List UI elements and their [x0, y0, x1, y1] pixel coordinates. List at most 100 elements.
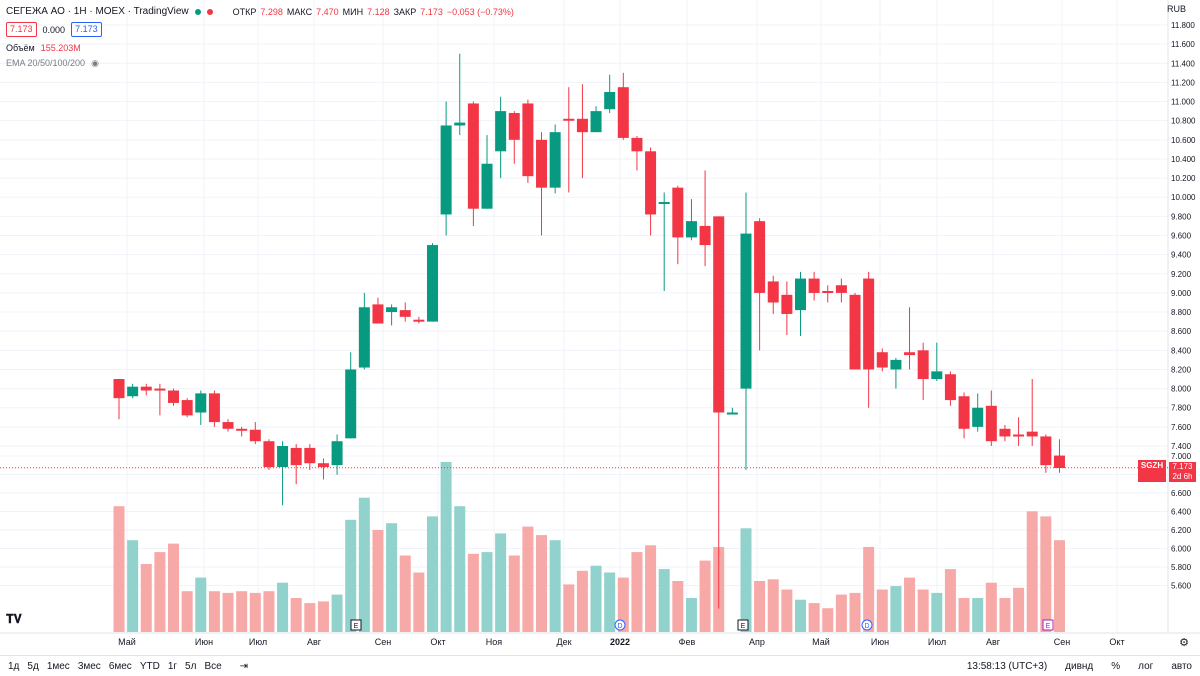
- ema-indicator-label[interactable]: EMA 20/50/100/200: [6, 57, 86, 68]
- y-axis-label: 6.000: [1171, 545, 1192, 554]
- range-6m[interactable]: 6мес: [108, 660, 132, 672]
- candle-body: [277, 446, 289, 468]
- toggle-percent[interactable]: %: [1111, 660, 1121, 672]
- volume-bar: [958, 598, 970, 632]
- volume-bar: [876, 589, 888, 632]
- settings-gear-icon[interactable]: ⚙: [1179, 636, 1189, 649]
- candle-body: [563, 118, 575, 121]
- x-axis-label: Июн: [871, 637, 889, 647]
- y-axis-label: 7.000: [1171, 452, 1192, 461]
- volume-bar: [358, 497, 370, 632]
- bottom-toolbar: 1д 5д 1мес 3мес 6мес YTD 1г 5л Все ⇥ 13:…: [0, 655, 1200, 676]
- range-3m[interactable]: 3мес: [77, 660, 101, 672]
- range-1d[interactable]: 1д: [8, 660, 20, 672]
- volume-bar: [999, 598, 1011, 632]
- range-all[interactable]: Все: [204, 660, 222, 672]
- x-axis-label: Ноя: [486, 637, 503, 647]
- candle-body: [590, 111, 602, 133]
- volume-bar: [631, 552, 643, 632]
- candle-body: [795, 278, 806, 311]
- range-1y[interactable]: 1г: [167, 660, 178, 672]
- volume-bar: [699, 560, 711, 632]
- volume-bar: [767, 579, 779, 632]
- candle-body: [808, 278, 820, 293]
- clock-time[interactable]: 13:58:13 (UTC+3): [966, 660, 1048, 672]
- bid-box[interactable]: 7.173: [6, 22, 37, 37]
- volume-bar: [467, 553, 479, 632]
- symbol-title[interactable]: СЕГЕЖА АО · 1Н · MOEX · TradingView: [6, 5, 189, 17]
- candle-body: [1013, 434, 1025, 437]
- event-marker-label: D: [864, 623, 869, 630]
- candle-body: [236, 428, 248, 431]
- candle-body: [140, 386, 152, 391]
- range-5y[interactable]: 5л: [185, 660, 197, 672]
- chart-legend: СЕГЕЖА АО · 1Н · MOEX · TradingView ОТКР…: [6, 4, 514, 70]
- candle-body: [426, 245, 438, 322]
- x-axis-label: Май: [812, 637, 830, 647]
- market-status-icon: [194, 8, 201, 15]
- y-axis-label: 10.800: [1171, 117, 1196, 126]
- y-axis-label: 10.200: [1171, 174, 1196, 183]
- ask-box[interactable]: 7.173: [71, 22, 102, 37]
- candle-body: [372, 304, 384, 324]
- goto-date-icon[interactable]: ⇥: [239, 660, 249, 672]
- y-axis-label: 9.000: [1171, 289, 1192, 298]
- candle-body: [522, 103, 534, 177]
- volume-bar: [576, 570, 588, 632]
- volume-bar: [795, 599, 806, 632]
- candle-body: [713, 216, 725, 413]
- volume-bar: [127, 540, 139, 632]
- range-1m[interactable]: 1мес: [46, 660, 70, 672]
- x-axis-label: Окт: [1109, 637, 1124, 647]
- candle-body: [645, 151, 657, 215]
- toggle-dividends[interactable]: дивнд: [1065, 660, 1094, 672]
- candle-body: [1026, 431, 1038, 437]
- volume-bar: [386, 523, 398, 632]
- alert-icon[interactable]: [206, 8, 213, 15]
- eye-icon[interactable]: ◉: [91, 57, 99, 68]
- volume-bar: [835, 594, 847, 632]
- toggle-log[interactable]: лог: [1138, 660, 1154, 672]
- candle-body: [876, 352, 888, 368]
- dividend-marker-icon: [861, 619, 873, 631]
- x-axis-label: Май: [118, 637, 136, 647]
- candle-body: [944, 374, 956, 401]
- x-axis-label: Сен: [1054, 637, 1071, 647]
- volume-bar: [917, 589, 929, 632]
- range-ytd[interactable]: YTD: [139, 660, 160, 672]
- volume-bar: [808, 603, 820, 632]
- x-axis-label: Авг: [307, 637, 322, 647]
- tradingview-logo-icon[interactable]: 𝐓𝐕: [6, 612, 22, 626]
- candle-body: [127, 386, 139, 397]
- candle-body: [685, 221, 697, 238]
- candle-body: [904, 352, 916, 356]
- event-marker-label: E: [1046, 623, 1051, 630]
- volume-bar: [454, 506, 466, 632]
- candle-body: [317, 463, 329, 468]
- candle-body: [154, 388, 166, 391]
- y-axis-label: 8.000: [1171, 385, 1192, 394]
- y-axis-label: 5.600: [1171, 582, 1192, 591]
- toggle-auto[interactable]: авто: [1171, 660, 1192, 672]
- x-axis-label: Июн: [195, 637, 213, 647]
- y-axis-label: 6.200: [1171, 526, 1192, 535]
- candle-body: [413, 319, 425, 322]
- range-5d[interactable]: 5д: [27, 660, 39, 672]
- volume-bar: [426, 516, 438, 632]
- candle-body: [208, 393, 220, 423]
- volume-bar: [222, 592, 234, 632]
- y-axis-label: 9.400: [1171, 251, 1192, 260]
- candle-body: [454, 122, 466, 126]
- candle-body: [549, 132, 561, 188]
- candle-body: [890, 359, 902, 370]
- x-axis-label: Дек: [556, 637, 571, 647]
- volume-bar: [754, 581, 766, 632]
- volume-bar: [236, 591, 248, 632]
- candle-body: [440, 125, 452, 215]
- volume-bar: [645, 545, 657, 632]
- currency-label[interactable]: RUB: [1166, 4, 1186, 14]
- y-axis-label: 8.600: [1171, 327, 1192, 336]
- volume-bar: [195, 577, 207, 632]
- volume-bar: [263, 591, 275, 632]
